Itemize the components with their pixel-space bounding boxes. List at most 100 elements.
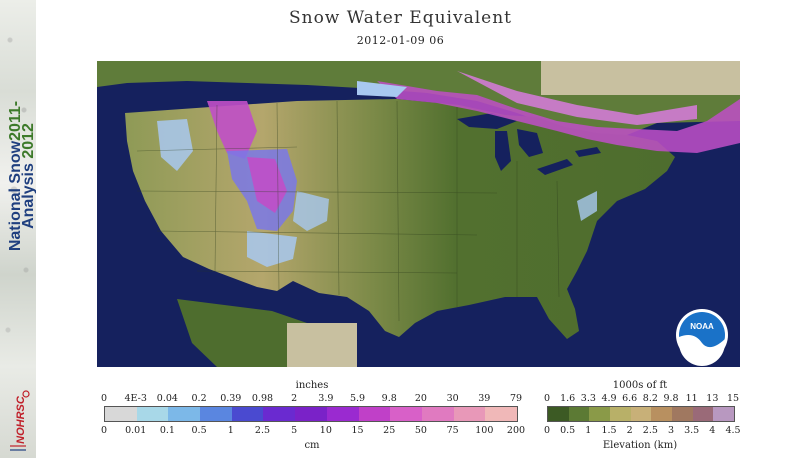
swe-legend-tick-top: 2 <box>291 393 298 404</box>
map-timestamp: 2012-01-09 06 <box>356 34 445 47</box>
elevation-color-bar <box>547 406 735 422</box>
snow-colorado <box>247 157 287 213</box>
snow-canada-light <box>357 81 407 97</box>
swe-legend-swatch <box>136 407 169 421</box>
snow-appalachians <box>577 191 597 221</box>
swe-legend-tick-bottom: 50 <box>414 425 427 436</box>
swe-legend-swatch <box>231 407 264 421</box>
elevation-legend-tick-bottom: 1.5 <box>601 425 617 436</box>
swe-color-bar <box>104 406 518 422</box>
snow-canada-deep <box>457 71 697 125</box>
swe-legend-tick-top: 5.9 <box>349 393 366 404</box>
banner-year-line2: 2012 <box>20 123 36 159</box>
elevation-legend-swatch <box>651 407 672 421</box>
banner-year-line1: 2011- <box>7 101 24 141</box>
swe-legend-tick-bottom: 75 <box>446 425 459 436</box>
elevation-legend-tick-top: 3.3 <box>580 393 596 404</box>
swe-legend-tick-bottom: 1 <box>227 425 234 436</box>
swe-legend-swatch <box>421 407 454 421</box>
noaa-logo-text: NOAA <box>690 322 714 331</box>
side-banner: National Snow2011- Analysis 2012 NOHRSC <box>0 0 36 458</box>
swe-legend-units-cm: cm <box>304 440 320 451</box>
elevation-legend-tick-top: 13 <box>706 393 719 404</box>
banner-title: National Snow2011- Analysis 2012 <box>0 0 36 458</box>
no-data-south <box>287 323 357 367</box>
swe-legend-tick-top: 3.9 <box>318 393 334 404</box>
swe-legend-swatch <box>390 407 422 421</box>
snow-map: NOAA <box>97 61 740 367</box>
lake-erie <box>537 159 573 175</box>
nohrsc-logo: NOHRSC <box>4 386 32 454</box>
svg-text:Analysis 2012: Analysis 2012 <box>20 123 36 229</box>
swe-legend-tick-top: 9.8 <box>381 393 397 404</box>
swe-legend-tick-bottom: 0.5 <box>191 425 207 436</box>
elevation-legend-swatch <box>671 407 693 421</box>
swe-legend-swatch <box>168 407 201 421</box>
banner-title-line1: National Snow <box>7 140 24 251</box>
swe-legend-tick-top: 0.39 <box>220 393 242 404</box>
swe-legend-tick-top: 79 <box>509 393 523 404</box>
banner-title-line2: Analysis <box>20 163 36 229</box>
elevation-legend-tick-bottom: 0.5 <box>560 425 576 436</box>
lake-ontario <box>575 147 601 157</box>
swe-legend-tick-bottom: 200 <box>506 425 526 436</box>
swe-legend-tick-top: 0.04 <box>156 393 178 404</box>
swe-legend-tick-top: 0.2 <box>191 393 207 404</box>
elevation-legend-tick-top: 9.8 <box>663 393 679 404</box>
elevation-legend-tick-bottom: 2.5 <box>642 425 658 436</box>
swe-legend-tick-bottom: 15 <box>351 425 364 436</box>
swe-legend-swatch <box>200 407 232 421</box>
swe-legend-tick-bottom: 100 <box>475 425 494 436</box>
elevation-legend-tick-bottom: 4.5 <box>725 425 741 436</box>
elevation-legend-swatch <box>609 407 631 421</box>
elevation-legend-tick-top: 0 <box>543 393 551 404</box>
lake-michigan <box>495 131 511 171</box>
swe-legend-swatch <box>105 407 137 421</box>
swe-legend-swatch <box>453 407 486 421</box>
swe-legend-swatch <box>485 407 517 421</box>
elevation-legend-tick-top: 4.9 <box>601 393 617 404</box>
snow-canada <box>377 81 740 153</box>
elevation-legend-swatch <box>630 407 652 421</box>
swe-legend-tick-top: 0.98 <box>251 393 274 404</box>
swe-legend-tick-bottom: 2.5 <box>254 425 271 436</box>
elevation-legend-tick-bottom: 3.5 <box>684 425 700 436</box>
elevation-legend-tick-bottom: 1 <box>585 425 592 436</box>
svg-text:National Snow2011-: National Snow2011- <box>7 101 24 251</box>
elevation-legend-swatch <box>713 407 734 421</box>
elevation-legend-tick-bottom: 3 <box>667 425 675 436</box>
swe-legend-tick-bottom: 0.01 <box>125 425 147 436</box>
elevation-legend-units-ft: 1000s of ft <box>612 380 668 391</box>
elevation-legend-units-km: Elevation (km) <box>602 440 678 451</box>
elevation-legend-tick-bottom: 2 <box>626 425 633 436</box>
lake-huron <box>517 129 543 157</box>
no-data-northeast <box>541 61 740 95</box>
snow-cascades <box>157 119 193 171</box>
elevation-legend-tick-top: 15 <box>726 393 740 404</box>
swe-legend-swatch <box>358 407 391 421</box>
swe-legend: inches 0 4E-3 0.04 0.2 0.39 0.98 2 3.9 5.9 9.8 20 3… <box>97 380 527 452</box>
noaa-logo: NOAA <box>676 309 728 366</box>
elevation-legend-swatch <box>692 407 714 421</box>
elevation-legend-swatch <box>568 407 590 421</box>
swe-legend-tick-bottom: 25 <box>383 425 396 436</box>
swe-legend-tick-bottom: 5 <box>291 425 298 436</box>
elevation-legend-swatch <box>589 407 610 421</box>
swe-legend-tick-top: 39 <box>478 393 491 404</box>
swe-legend-tick-top: 30 <box>446 393 459 404</box>
swe-legend-units-inches: inches <box>295 380 329 391</box>
swe-legend-tick-bottom: 10 <box>319 425 332 436</box>
snow-northern-rockies <box>207 101 257 159</box>
swe-legend-tick-top: 20 <box>414 393 427 404</box>
elevation-legend-tick-top: 6.6 <box>622 393 638 404</box>
swe-legend-tick-bottom: 0 <box>100 425 108 436</box>
elevation-legend-tick-top: 11 <box>685 393 698 404</box>
page-title: Snow Water Equivalent <box>288 8 513 28</box>
elevation-legend-tick-top: 1.6 <box>560 393 576 404</box>
swe-legend-swatch <box>326 407 359 421</box>
elevation-legend-swatch <box>548 407 569 421</box>
elevation-legend-tick-top: 8.2 <box>642 393 658 404</box>
swe-legend-tick-bottom: 0.1 <box>159 425 175 436</box>
swe-legend-tick-top: 0 <box>100 393 108 404</box>
